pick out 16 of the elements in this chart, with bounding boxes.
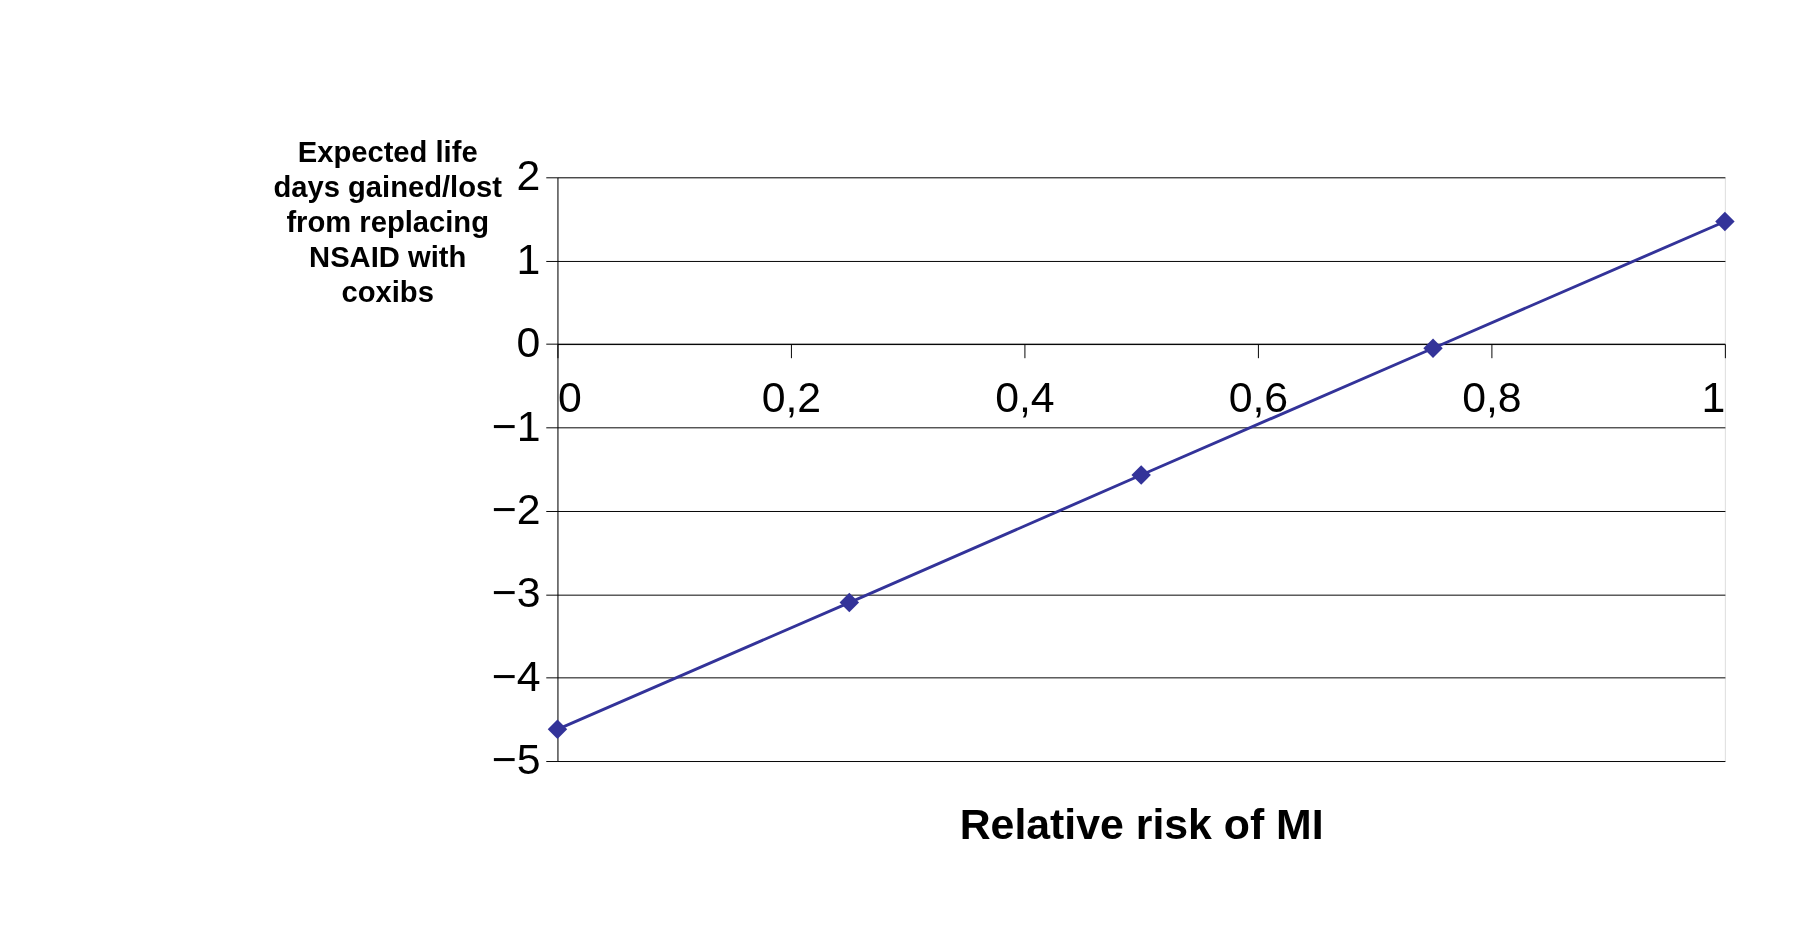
y-tick-label: −1 — [491, 401, 541, 450]
x-tick-label: 0,2 — [761, 372, 822, 421]
y-tick-label: 2 — [516, 151, 541, 200]
y-tick-label: 1 — [516, 234, 541, 283]
x-tick-label: 0,4 — [995, 372, 1055, 421]
x-tick-label: 1 — [1701, 372, 1726, 421]
y-tick-label: 0 — [516, 318, 541, 367]
x-tick-label: 0,6 — [1228, 372, 1289, 421]
y-tick-label: −5 — [491, 735, 541, 784]
x-axis-title: Relative risk of MI — [959, 800, 1324, 849]
x-tick-label: 0 — [557, 372, 582, 421]
y-tick-label: −4 — [491, 651, 541, 700]
y-axis-title: Expected life days gained/lost from replacing NSAID with coxibs — [273, 136, 503, 309]
y-tick-label: −3 — [491, 568, 541, 617]
x-tick-label: 0,8 — [1462, 372, 1522, 421]
y-tick-label: −2 — [491, 485, 541, 533]
